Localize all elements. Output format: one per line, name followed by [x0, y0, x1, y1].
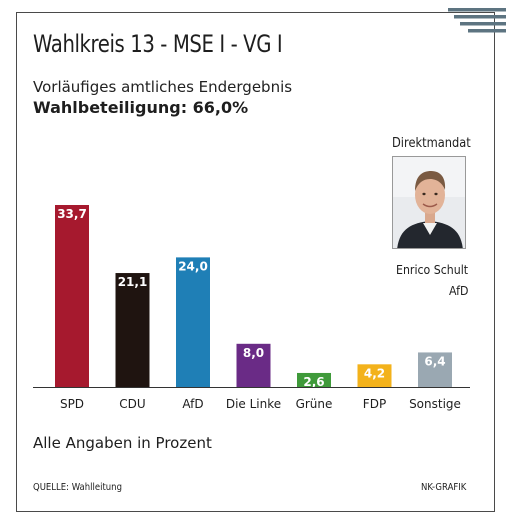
- category-label: FDP: [363, 397, 386, 411]
- candidate-name: Enrico Schult: [396, 262, 469, 277]
- bar-die-linke: [236, 343, 271, 387]
- candidate-photo: [392, 156, 466, 249]
- bar-fdp: [357, 364, 392, 387]
- bar-cdu: [115, 273, 150, 387]
- category-label: CDU: [119, 397, 145, 411]
- bar-sonstige: [418, 352, 452, 387]
- category-label: Die Linke: [226, 397, 281, 411]
- value-label: 6,4: [424, 354, 445, 368]
- stripes-logo-icon: [448, 8, 506, 33]
- value-label: 4,2: [364, 366, 385, 380]
- chart-subtitle: Vorläufiges amtliches Endergebnis: [33, 78, 293, 96]
- category-label: Grüne: [296, 397, 333, 411]
- chart-title: Wahlkreis 13 - MSE I - VG I: [33, 30, 283, 58]
- turnout-label: Wahlbeteiligung: 66,0%: [33, 98, 249, 117]
- infographic-frame: [16, 12, 495, 512]
- category-label: Sonstige: [409, 397, 461, 411]
- bar-afd: [176, 257, 210, 387]
- source-label: QUELLE: Wahlleitung: [33, 482, 122, 493]
- category-label: AfD: [182, 397, 203, 411]
- direktmandat-heading: Direktmandat: [392, 136, 471, 151]
- value-label: 33,7: [57, 207, 87, 221]
- category-label: SPD: [60, 397, 84, 411]
- value-label: 24,0: [178, 259, 208, 273]
- credit-label: NK-GRAFIK: [420, 482, 466, 493]
- value-label: 8,0: [243, 346, 264, 360]
- candidate-party: AfD: [449, 283, 469, 298]
- bar-spd: [55, 205, 89, 387]
- value-label: 2,6: [303, 375, 324, 389]
- value-label: 21,1: [118, 275, 148, 289]
- bar-gruene: [297, 372, 331, 387]
- units-note: Alle Angaben in Prozent: [33, 434, 212, 452]
